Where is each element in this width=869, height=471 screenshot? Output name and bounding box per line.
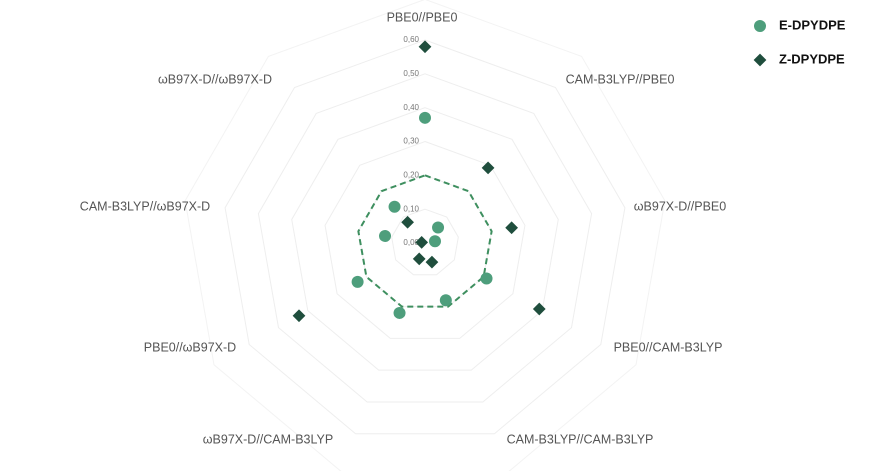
grid-ring bbox=[184, 0, 666, 471]
grid-ring bbox=[291, 107, 559, 371]
legend-label: E-DPYDPE bbox=[779, 17, 846, 32]
axis-label: PBE0//ωB97X-D bbox=[144, 340, 236, 354]
axis-label: CAM-B3LYP//PBE0 bbox=[566, 72, 675, 86]
axis-label: ωB97X-D//ωB97X-D bbox=[158, 72, 272, 86]
axis-label: PBE0//CAM-B3LYP bbox=[614, 340, 723, 354]
r-tick-label: 0,60 bbox=[403, 35, 419, 44]
grid-ring bbox=[391, 208, 459, 276]
data-point bbox=[419, 111, 431, 124]
data-point bbox=[418, 40, 432, 54]
legend-label: Z-DPYDPE bbox=[779, 51, 845, 66]
data-point bbox=[379, 229, 392, 242]
data-point bbox=[351, 275, 364, 288]
data-point bbox=[439, 294, 452, 307]
data-point bbox=[432, 221, 445, 234]
axis-label: ωB97X-D//PBE0 bbox=[634, 199, 726, 213]
r-tick-label: 0,00 bbox=[403, 238, 419, 247]
r-tick-label: 0,50 bbox=[403, 69, 419, 78]
data-point bbox=[388, 200, 401, 213]
data-point bbox=[292, 309, 306, 323]
data-point bbox=[393, 306, 406, 319]
axis-label: CAM-B3LYP//CAM-B3LYP bbox=[507, 432, 654, 446]
r-tick-label: 0,30 bbox=[403, 137, 419, 146]
data-point bbox=[412, 252, 426, 266]
data-point bbox=[480, 272, 493, 285]
r-tick-label: 0,40 bbox=[403, 103, 419, 112]
data-point bbox=[425, 255, 439, 269]
data-point bbox=[428, 235, 441, 248]
grid-ring bbox=[224, 39, 626, 435]
r-tick-label: 0,10 bbox=[403, 204, 419, 213]
data-point bbox=[505, 221, 518, 235]
axis-label: CAM-B3LYP//ωB97X-D bbox=[80, 199, 210, 213]
grid-ring bbox=[357, 174, 493, 308]
axis-label: PBE0//PBE0 bbox=[387, 10, 458, 24]
data-point bbox=[754, 20, 766, 32]
axis-label: ωB97X-D//CAM-B3LYP bbox=[203, 432, 333, 446]
r-tick-label: 0,20 bbox=[403, 170, 419, 179]
grid-ring bbox=[257, 73, 593, 403]
data-point bbox=[401, 215, 414, 229]
data-point bbox=[415, 236, 429, 249]
data-point bbox=[481, 161, 495, 175]
grid-ring bbox=[324, 140, 526, 339]
data-point bbox=[753, 53, 767, 67]
